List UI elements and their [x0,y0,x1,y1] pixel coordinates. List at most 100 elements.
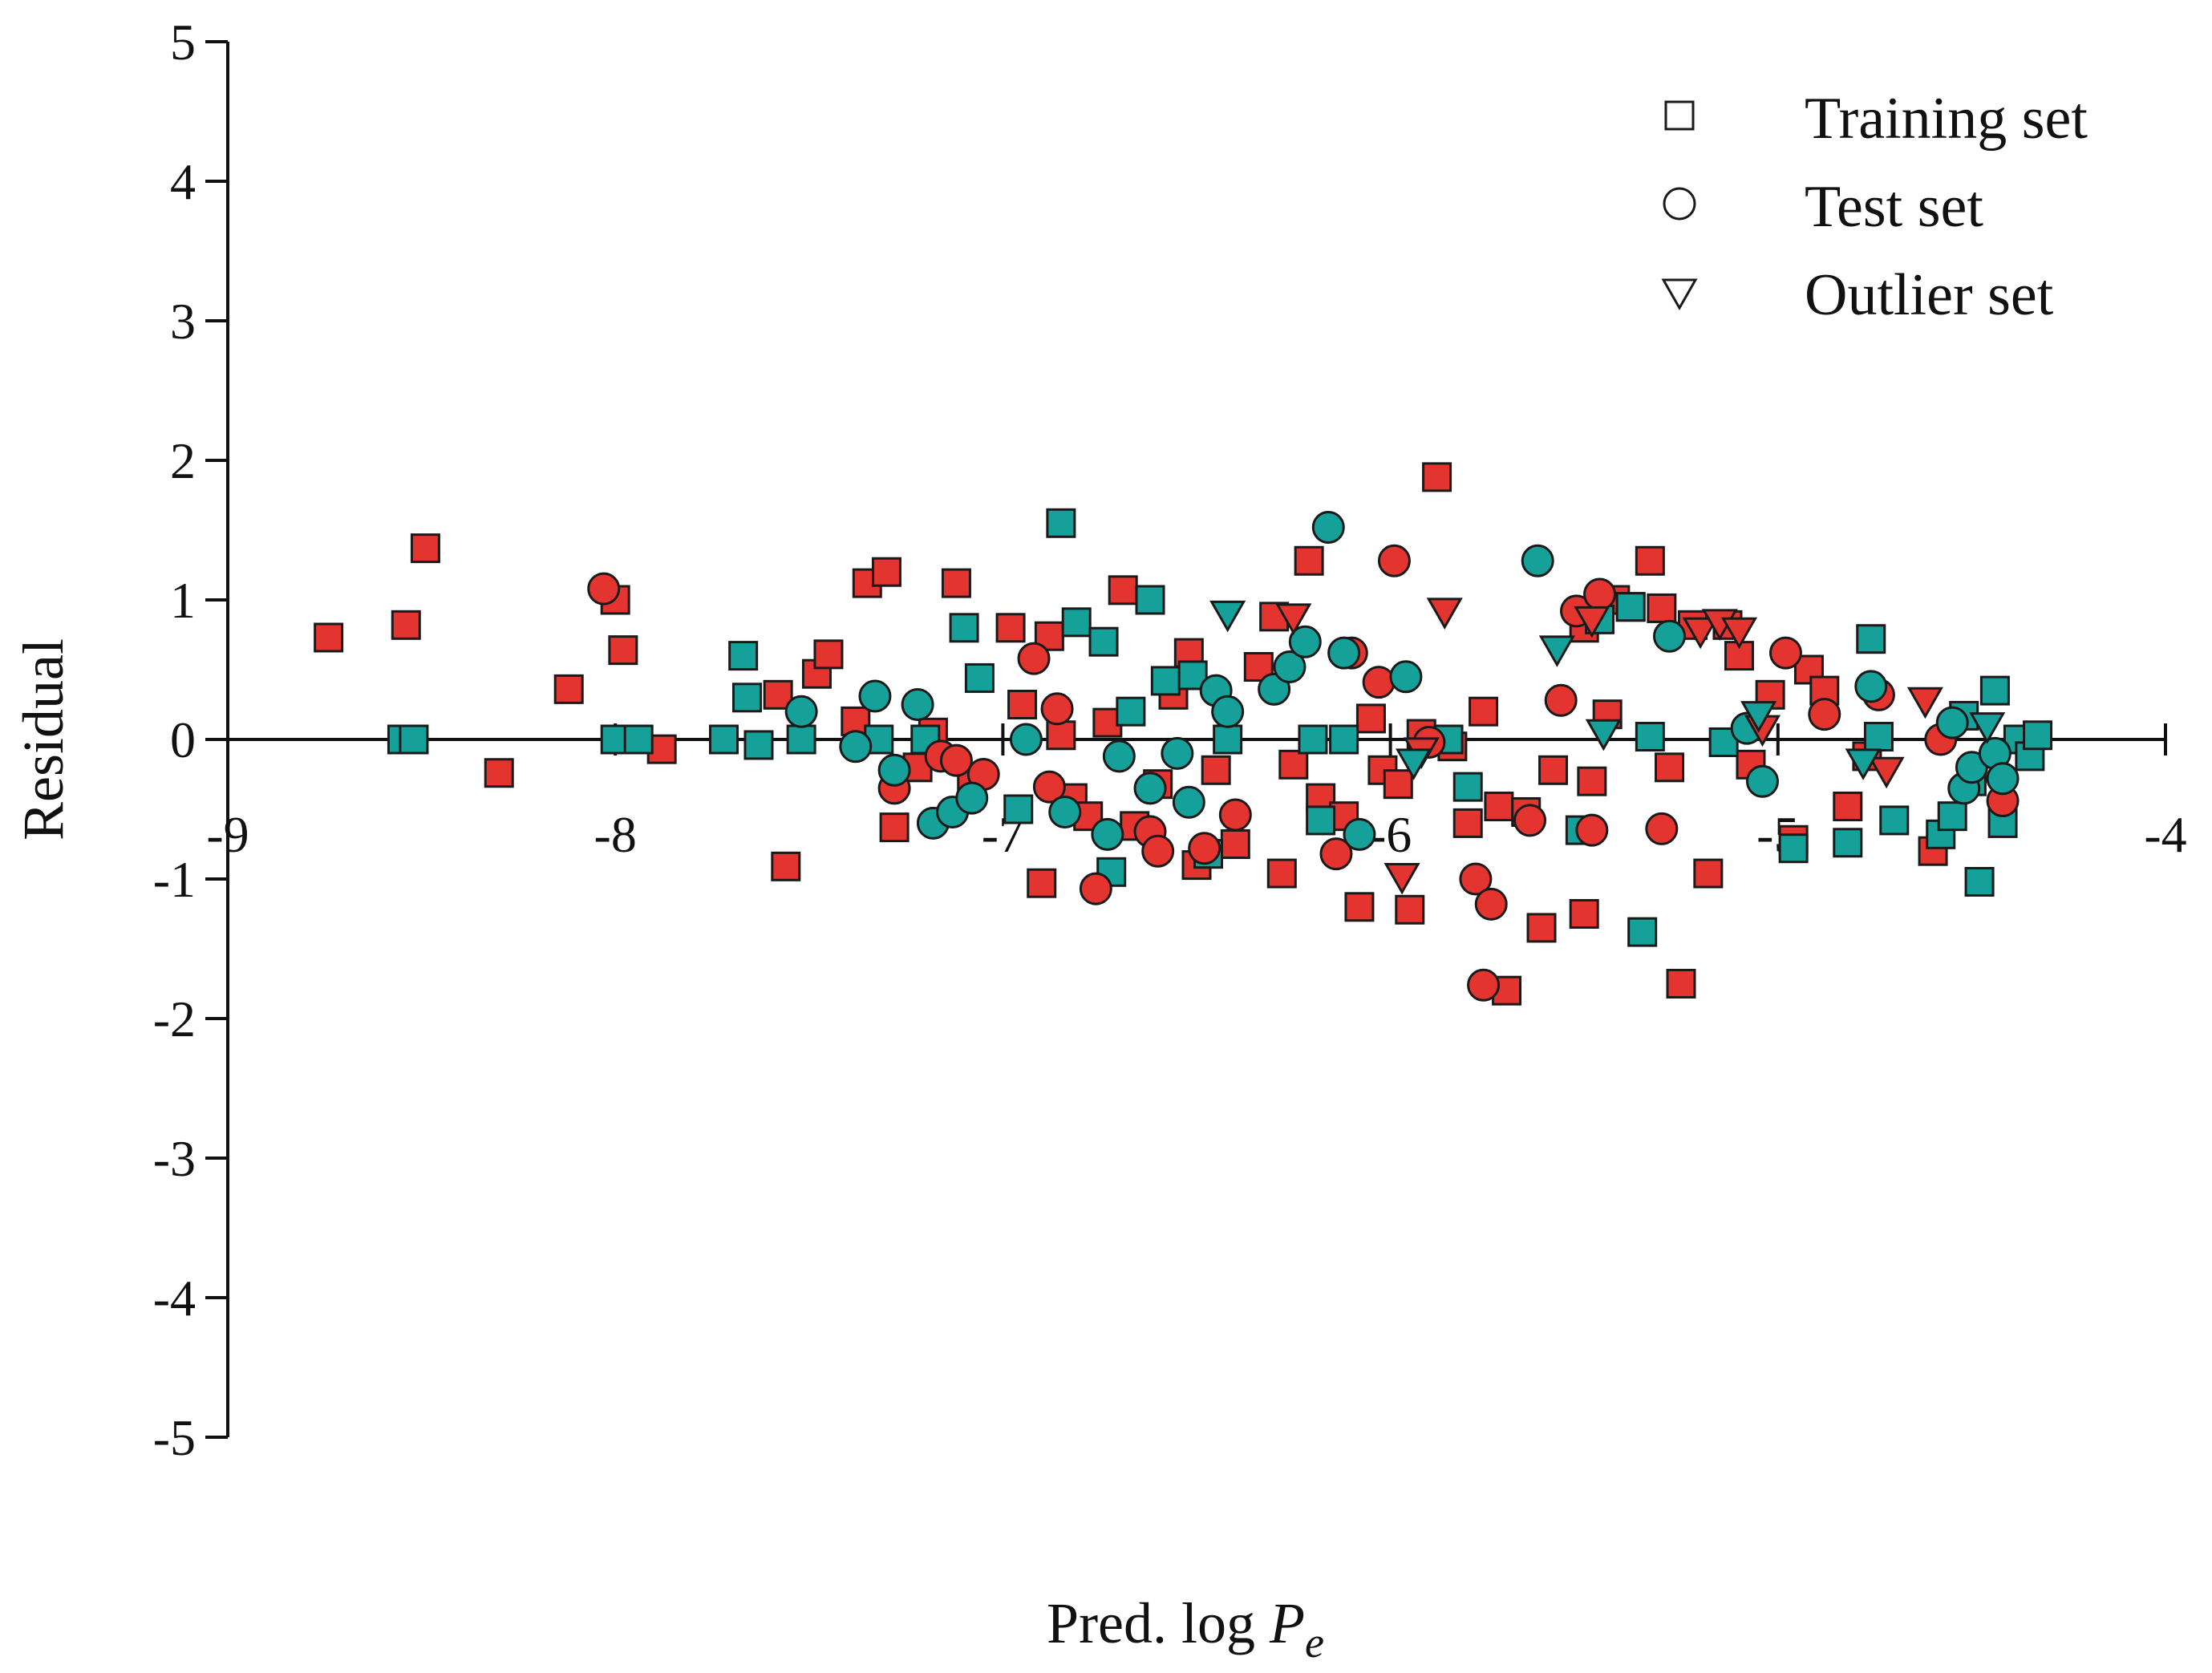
red-square-point [1452,808,1483,838]
x-tick-label: -4 [2144,806,2186,863]
teal-square-point [1452,772,1483,802]
teal-square-point [1150,666,1181,696]
legend-square-marker [1664,100,1695,131]
red-triangle-point [1868,756,1905,789]
red-triangle-point [1906,687,1944,719]
red-square-point [608,635,638,666]
teal-square-point [708,724,739,755]
teal-circle-point [955,781,989,815]
teal-square-point [1979,675,2010,706]
teal-square-point [1778,833,1809,864]
legend-circle-marker [1663,187,1696,221]
teal-square-point [1116,696,1146,727]
red-circle-point [939,743,973,777]
teal-triangle-point [1209,600,1246,633]
y-axis-title: Residual [11,638,75,841]
teal-circle-point [1133,772,1167,805]
teal-circle-point [1091,817,1124,851]
red-square-point [1108,575,1138,606]
red-square-point [1569,899,1599,929]
red-square-point [1355,703,1386,734]
teal-square-point [743,730,774,760]
teal-square-point [1003,794,1034,824]
red-circle-point [1544,683,1578,717]
red-square-point [1278,749,1309,780]
red-circle-point [1032,770,1066,804]
red-square-point [1422,462,1452,492]
y-tick-label: 5 [170,14,196,71]
teal-square-point [2023,720,2053,751]
y-tick-label: -4 [153,1270,196,1327]
red-square-point [1655,752,1685,783]
red-square-point [1007,690,1038,719]
teal-triangle-point [1585,719,1622,751]
teal-square-point [1937,801,1967,832]
teal-square-point [623,724,654,755]
teal-circle-point [1653,619,1687,653]
legend-triangle-marker [1661,278,1698,311]
teal-circle-point [1102,739,1136,773]
teal-circle-point [1258,672,1291,706]
red-square-point [553,674,584,704]
red-circle-point [1513,804,1547,837]
red-square-point [1344,892,1375,922]
teal-square-point [1833,828,1863,858]
legend-label: Training set [1805,86,2088,152]
red-square-point [995,613,1026,643]
red-square-point [1383,769,1413,800]
red-square-point [871,557,901,587]
red-circle-point [1474,887,1508,921]
data-points [314,462,2053,1006]
teal-square-point [1298,724,1328,755]
teal-circle-point [858,679,892,713]
y-tick-label: 3 [170,293,196,350]
teal-square-point [964,662,995,693]
red-square-point [410,533,440,564]
red-square-point [1666,969,1696,999]
red-circle-point [1362,666,1396,699]
x-axis-title: Pred. log Pe [1047,1591,1324,1667]
red-square-point [1577,766,1607,796]
teal-circle-point [1745,764,1779,798]
teal-square-point [1306,805,1336,836]
red-square-point [1635,545,1665,576]
teal-circle-point [784,695,818,728]
teal-square-point [1879,805,1910,836]
teal-square-point [1856,624,1886,654]
teal-triangle-point [1396,748,1432,780]
red-triangle-point [1720,617,1758,650]
red-circle-point [1808,698,1841,731]
red-circle-point [1079,872,1112,905]
red-circle-point [1645,812,1679,845]
teal-square-point [1615,592,1646,622]
teal-triangle-point [1845,748,1882,780]
red-square-point [1220,829,1250,859]
teal-square-point [1964,866,1995,897]
y-tick-label: 4 [170,153,196,210]
red-square-point [314,622,344,653]
teal-circle-point [1288,625,1322,658]
red-circle-point [1467,968,1501,1002]
legend: Training set Test set Outlier set [1661,86,2088,328]
teal-circle-point [1311,511,1345,545]
red-square-point [391,610,421,640]
red-square-point [1833,792,1863,822]
red-square-point [879,812,910,843]
y-tick-label: -2 [153,990,196,1047]
red-square-point [1395,894,1425,925]
red-circle-point [1583,577,1617,611]
red-circle-point [1141,834,1175,868]
y-tick-label: 0 [170,711,196,768]
red-circle-point [1575,813,1609,847]
red-triangle-point [1682,617,1719,650]
red-circle-point [1319,837,1353,871]
red-square-point [813,639,844,670]
y-tick-label: 2 [170,432,196,489]
red-square-point [1266,858,1297,889]
red-square-point [1693,858,1724,889]
teal-square-point [1627,917,1658,947]
red-square-point [1201,755,1231,785]
x-axis-title-prefix: Pred. log [1047,1591,1270,1655]
teal-circle-point [1009,723,1043,756]
